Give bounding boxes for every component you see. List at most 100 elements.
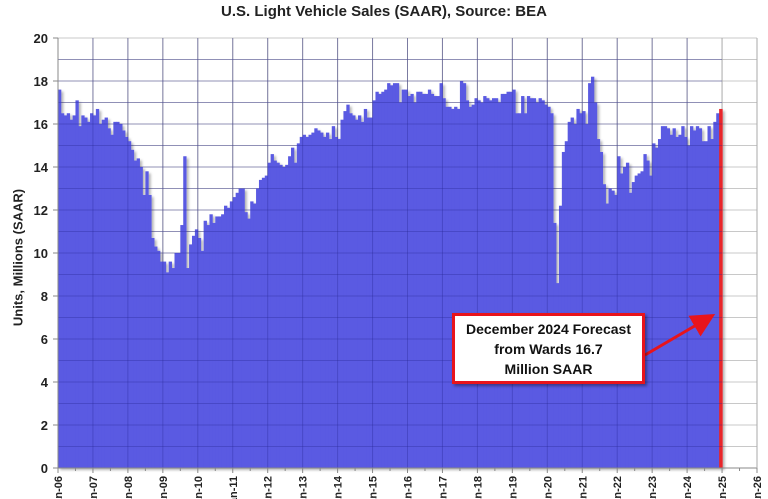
y-tick-label: 6	[41, 332, 48, 347]
bar	[695, 126, 700, 469]
x-tick-label: Jan-14	[333, 475, 345, 499]
bar	[58, 89, 62, 468]
annotation-line: from Wards 16.7	[494, 340, 603, 357]
bar	[200, 250, 205, 468]
bar	[180, 225, 184, 468]
bar	[369, 117, 373, 469]
forecast-annotation: December 2024 Forecast from Wards 16.7 M…	[452, 313, 645, 384]
bar	[90, 113, 94, 468]
bar	[494, 98, 499, 468]
bar	[177, 253, 181, 468]
bar	[331, 126, 336, 469]
bar	[291, 147, 295, 468]
bars	[58, 76, 723, 469]
bar	[293, 162, 298, 468]
y-tick-label: 8	[41, 289, 48, 304]
bar	[684, 136, 688, 468]
bar	[646, 160, 650, 469]
bar	[649, 175, 653, 468]
bar	[666, 128, 671, 469]
bar	[617, 156, 621, 468]
bar	[92, 115, 97, 469]
bar	[468, 106, 472, 469]
bar	[148, 194, 152, 468]
bar	[535, 102, 539, 468]
x-tick-label: Jan-11	[228, 476, 240, 499]
x-tick-label: Jan-06	[53, 476, 65, 499]
bar	[273, 160, 277, 469]
bar	[104, 117, 108, 469]
bar	[465, 100, 470, 468]
bar	[328, 139, 333, 469]
bar	[299, 136, 304, 468]
bar	[387, 83, 391, 469]
bar	[343, 111, 347, 468]
y-tick-label: 16	[34, 117, 48, 132]
bar	[189, 244, 193, 468]
bar	[206, 225, 210, 468]
bar	[532, 98, 537, 468]
bar	[256, 188, 260, 468]
bar	[541, 100, 545, 468]
bar	[701, 141, 705, 468]
bar	[75, 100, 79, 468]
bar	[323, 136, 327, 468]
bar	[305, 136, 309, 468]
bar	[657, 139, 662, 469]
x-tick-label: Jan-08	[123, 476, 135, 499]
x-tick-label: Jan-19	[507, 476, 519, 499]
bar	[576, 108, 580, 468]
bar	[247, 218, 251, 468]
bar	[518, 113, 522, 468]
bar	[477, 100, 481, 468]
bar	[250, 201, 254, 468]
x-tick-label: Jan-09	[158, 476, 170, 499]
bar	[119, 124, 123, 468]
bar	[491, 98, 496, 468]
bar	[267, 162, 272, 468]
bar	[253, 203, 257, 469]
bar	[288, 156, 292, 468]
bar	[483, 96, 487, 469]
bar	[302, 134, 306, 468]
bar	[157, 250, 161, 468]
bar	[561, 151, 566, 468]
bar	[573, 124, 577, 468]
bar	[422, 93, 426, 469]
bar	[392, 83, 397, 469]
bar	[381, 91, 385, 468]
y-tick-label: 18	[34, 74, 48, 89]
bar	[471, 104, 475, 469]
y-tick-label: 2	[41, 418, 48, 433]
bar	[360, 121, 365, 468]
x-tick-label: Jan-25	[717, 476, 729, 499]
bar	[258, 179, 263, 468]
bar	[218, 216, 222, 468]
bar	[95, 108, 100, 468]
bar	[209, 214, 213, 468]
bar	[226, 207, 231, 468]
y-tick-label: 14	[34, 160, 49, 175]
bar	[692, 130, 697, 468]
bar	[486, 98, 490, 468]
bar	[398, 102, 403, 468]
bar	[550, 113, 554, 468]
bar	[582, 111, 586, 468]
x-tick-label: Jan-15	[368, 476, 380, 499]
bar	[87, 121, 91, 468]
bar	[512, 89, 516, 468]
bar	[716, 113, 720, 468]
bar	[474, 98, 478, 468]
bar	[317, 130, 321, 468]
x-tick-label: Jan-13	[298, 476, 310, 499]
bar	[524, 113, 528, 468]
bar	[544, 104, 548, 469]
bar	[596, 139, 601, 469]
bar	[663, 126, 668, 469]
bar	[489, 100, 493, 468]
bar	[136, 158, 140, 468]
bar	[124, 136, 129, 468]
bar	[427, 89, 432, 468]
bar	[334, 136, 338, 468]
bar	[107, 128, 111, 469]
